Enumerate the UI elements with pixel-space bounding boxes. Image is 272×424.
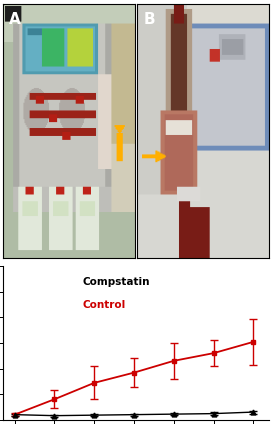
Text: A: A xyxy=(9,12,21,27)
Text: B: B xyxy=(143,12,155,27)
Text: Compstatin: Compstatin xyxy=(83,277,150,287)
Text: Control: Control xyxy=(83,300,126,310)
